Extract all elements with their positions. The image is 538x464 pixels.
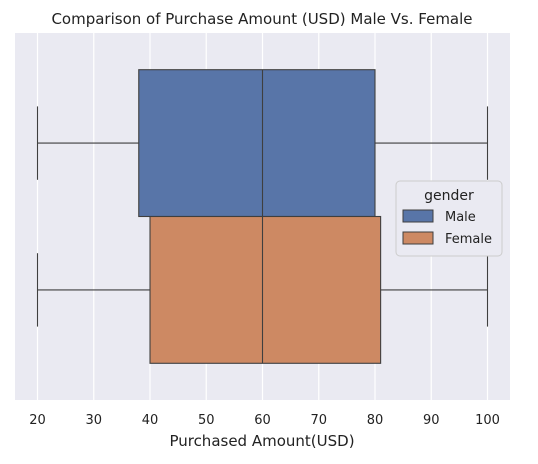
box-female — [36, 215, 489, 364]
x-tick-label-80: 80 — [367, 413, 384, 428]
legend-label-male: Male — [445, 210, 476, 225]
x-tick-label-60: 60 — [254, 413, 271, 428]
iqr-box-female — [149, 215, 382, 364]
legend: gender Male Female — [395, 180, 503, 257]
legend-title: gender — [424, 188, 474, 204]
x-tick-label-70: 70 — [310, 413, 327, 428]
legend-swatch-female — [402, 231, 434, 245]
x-tick-label-20: 20 — [29, 413, 46, 428]
chart-title: Comparison of Purchase Amount (USD) Male… — [51, 10, 472, 28]
legend-swatch-male — [402, 209, 434, 223]
x-axis-label: Purchased Amount(USD) — [169, 432, 354, 450]
x-tick-label-90: 90 — [423, 413, 440, 428]
box-plots — [36, 69, 489, 364]
legend-label-female: Female — [445, 232, 492, 247]
x-tick-label-40: 40 — [142, 413, 159, 428]
x-axis-ticks: 20 30 40 50 60 70 80 90 100 — [29, 413, 500, 428]
iqr-box-male — [138, 69, 376, 218]
x-tick-label-50: 50 — [198, 413, 215, 428]
x-tick-label-100: 100 — [475, 413, 500, 428]
x-tick-label-30: 30 — [85, 413, 102, 428]
box-male — [36, 69, 489, 218]
